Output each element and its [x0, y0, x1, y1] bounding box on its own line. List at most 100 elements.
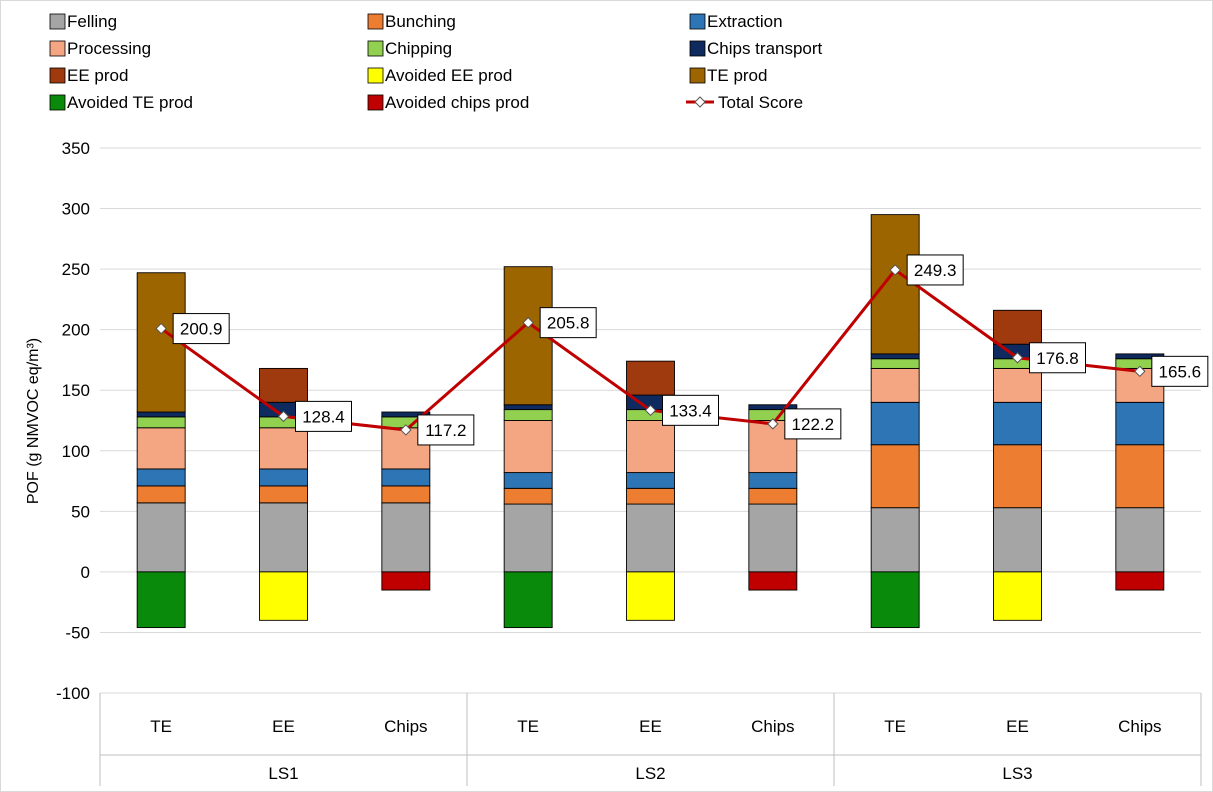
legend-label: Processing — [67, 39, 151, 58]
y-tick-label: 250 — [62, 260, 90, 279]
bar-segment — [381, 468, 431, 487]
legend-label: Avoided EE prod — [385, 66, 512, 85]
data-label: 249.3 — [914, 261, 957, 280]
total-score-marker — [644, 404, 657, 417]
bar-segment — [136, 571, 186, 629]
legend-swatch — [49, 13, 66, 30]
legend-swatch — [49, 40, 66, 57]
legend-label: Bunching — [385, 12, 456, 31]
legend-swatch — [367, 67, 384, 84]
bar-segment — [993, 367, 1042, 403]
bar-segment — [748, 404, 798, 411]
bar-segment — [259, 468, 308, 487]
legend-swatch — [689, 67, 706, 84]
bar-segment — [259, 485, 308, 504]
group-label: LS3 — [1002, 764, 1032, 783]
bar-segment — [259, 571, 308, 621]
bar-segment — [870, 401, 920, 446]
legend-label: Chipping — [385, 39, 452, 58]
bar-segment — [626, 503, 675, 573]
bar-segment — [993, 401, 1042, 446]
data-label-box — [906, 254, 964, 286]
total-score-marker — [1134, 365, 1146, 378]
bar-segment — [503, 420, 553, 474]
total-score-marker — [889, 264, 901, 276]
x-tick-label: Chips — [751, 717, 794, 736]
data-label: 128.4 — [302, 407, 345, 426]
legend-label: EE prod — [67, 66, 128, 85]
bar-segment — [993, 507, 1042, 573]
total-score-marker — [522, 316, 534, 329]
bar-segment — [503, 571, 553, 629]
total-score-marker — [400, 424, 412, 436]
bar-segment — [748, 472, 798, 489]
data-label: 200.9 — [180, 320, 223, 339]
x-tick-label: TE — [517, 717, 539, 736]
bar-segment — [136, 502, 186, 573]
bar-segment — [259, 367, 308, 403]
legend-label: Avoided chips prod — [385, 93, 529, 112]
bar-segment — [503, 487, 553, 505]
x-tick-label: TE — [150, 717, 172, 736]
total-score-marker — [1011, 352, 1024, 364]
data-label: 117.2 — [425, 421, 466, 440]
bar-segment — [748, 487, 798, 505]
bar-segment — [503, 409, 553, 421]
bar-segment — [381, 485, 431, 504]
bar-segment — [381, 502, 431, 573]
data-label-box — [662, 394, 719, 426]
x-tick-label: TE — [884, 717, 906, 736]
bar-segment — [626, 487, 675, 505]
group-label: LS1 — [268, 764, 298, 783]
bar-segment — [136, 411, 186, 418]
legend-swatch — [689, 13, 706, 30]
legend-swatch — [367, 13, 384, 30]
bars — [136, 214, 1165, 629]
bar-segment — [503, 404, 553, 411]
bar-segment — [993, 444, 1042, 509]
data-label-box — [172, 313, 230, 345]
bar-segment — [626, 420, 675, 474]
bar-segment — [503, 472, 553, 489]
y-tick-label: 350 — [62, 139, 90, 158]
data-label: 205.8 — [547, 314, 590, 333]
bar-segment — [870, 353, 920, 360]
legend-label: Total Score — [718, 93, 803, 112]
bar-segment — [870, 507, 920, 573]
data-label: 165.6 — [1159, 362, 1202, 381]
bar-segment — [1115, 401, 1165, 446]
legend-swatch — [49, 67, 66, 84]
total-score-marker — [155, 322, 167, 335]
axes: -100 -50 0 50 100 150 200 250 300 350 TE EE Chips TE E… — [56, 139, 1202, 786]
bar-segment — [626, 571, 675, 621]
bar-segment — [136, 485, 186, 504]
bar-segment — [1115, 507, 1165, 573]
legend-swatch — [49, 94, 66, 111]
x-tick-label: EE — [272, 717, 295, 736]
data-label: 133.4 — [669, 401, 712, 420]
y-tick-label: 50 — [71, 502, 90, 521]
bar-segment — [259, 502, 308, 573]
legend-swatch-marker — [694, 96, 706, 108]
x-tick-label: Chips — [384, 717, 427, 736]
data-label-box — [417, 414, 475, 446]
y-tick-label: 150 — [62, 381, 90, 400]
total-score-marker — [277, 410, 290, 423]
bar-segment — [993, 571, 1042, 621]
legend: Felling Bunching Extraction Processing Chipp… — [49, 12, 823, 112]
bar-segment — [136, 416, 186, 429]
bar-segment — [381, 411, 431, 418]
x-tick-label: Chips — [1118, 717, 1161, 736]
bar-segment — [993, 309, 1042, 345]
data-label-box — [1151, 355, 1209, 387]
y-tick-label: 300 — [62, 200, 90, 219]
bar-segment — [136, 468, 186, 487]
data-label: 122.2 — [792, 415, 835, 434]
data-label-box — [784, 408, 842, 440]
legend-swatch — [689, 40, 706, 57]
y-tick-label: 0 — [81, 563, 90, 582]
bar-segment — [503, 503, 553, 573]
bar-segment — [626, 472, 675, 489]
